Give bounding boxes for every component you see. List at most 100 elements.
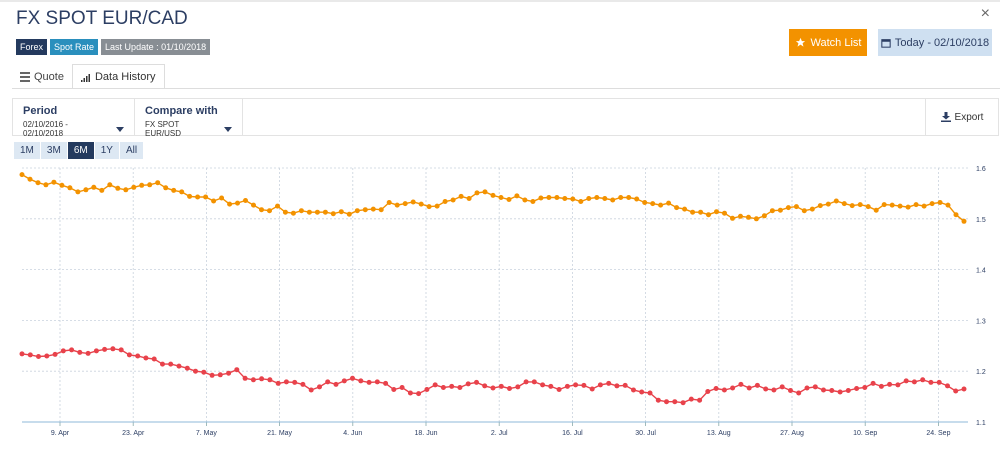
data-point (176, 363, 182, 369)
data-point (746, 214, 751, 220)
price-history-chart: 1.1 1.2 1.3 1.4 1.5 1.6 9. Apr 23. Apr 7. May 21.… (0, 158, 1000, 451)
data-point (540, 382, 546, 388)
data-point (713, 386, 719, 391)
data-point (929, 201, 935, 207)
data-point (690, 209, 696, 215)
data-point (688, 396, 694, 402)
export-button[interactable]: Export (925, 99, 998, 135)
data-point (374, 379, 380, 385)
data-point (219, 195, 225, 201)
y-tick-label: 1.1 (976, 420, 986, 427)
data-point (195, 194, 201, 200)
data-point (314, 209, 320, 215)
close-icon[interactable]: × (980, 5, 990, 22)
data-point (69, 347, 75, 353)
data-point (85, 350, 91, 356)
data-point (556, 387, 562, 392)
data-point (777, 207, 783, 213)
data-point (36, 354, 41, 359)
tab-divider (12, 88, 1000, 89)
data-point (506, 197, 512, 202)
data-point (346, 211, 352, 217)
data-point (581, 382, 587, 388)
data-point (829, 388, 835, 393)
data-point (275, 380, 281, 386)
data-point (881, 202, 887, 208)
data-point (738, 381, 744, 387)
data-point (250, 377, 256, 383)
data-point (862, 385, 868, 390)
data-point (442, 199, 448, 204)
data-point (761, 213, 767, 219)
x-tick-label: 10. Sep (853, 430, 877, 437)
data-point (674, 205, 680, 211)
data-point (911, 379, 917, 385)
data-point (410, 199, 416, 205)
data-point (614, 383, 620, 389)
data-point (961, 218, 967, 224)
x-tick-label: 18. Jun (415, 430, 438, 437)
tab-quote[interactable]: Quote (12, 64, 72, 89)
y-tick-label: 1.4 (976, 268, 986, 275)
data-point (578, 199, 584, 204)
data-point (897, 203, 903, 209)
data-point (115, 185, 121, 191)
data-point (163, 185, 169, 191)
data-point (594, 195, 600, 200)
period-selector[interactable]: Period 02/10/2016 - 02/10/2018 (13, 99, 135, 138)
data-point (920, 377, 926, 383)
range-all-button[interactable]: All (119, 142, 144, 159)
data-point (642, 200, 648, 205)
data-point (482, 383, 488, 389)
period-label: Period (23, 105, 58, 117)
calendar-icon (881, 38, 891, 48)
data-point (362, 207, 368, 213)
data-point (753, 216, 759, 222)
data-point (474, 190, 480, 196)
data-point (168, 361, 174, 367)
data-point (945, 202, 951, 208)
data-point (738, 213, 743, 219)
range-1y-button[interactable]: 1Y (94, 142, 119, 159)
export-label: Export (954, 111, 984, 123)
data-point (27, 176, 33, 182)
data-point (52, 351, 58, 357)
today-date-button[interactable]: Today - 02/10/2018 (878, 29, 992, 56)
data-point (833, 198, 839, 204)
data-point (354, 208, 360, 214)
data-point (530, 199, 536, 204)
data-point (19, 351, 25, 357)
x-tick-label: 27. Aug (780, 430, 804, 437)
data-point (870, 380, 876, 386)
range-1m-button[interactable]: 1M (14, 142, 40, 159)
data-point (730, 215, 735, 221)
data-point (722, 210, 727, 216)
data-point (771, 387, 777, 393)
data-point (634, 196, 640, 202)
x-tick-label: 2. Jul (491, 430, 508, 437)
data-point (308, 387, 314, 393)
data-point (139, 182, 145, 188)
data-point (275, 203, 280, 209)
data-point (937, 200, 943, 205)
data-point (887, 381, 893, 387)
data-point (474, 379, 479, 385)
range-6m-button[interactable]: 6M (67, 142, 94, 159)
data-point (292, 379, 298, 385)
data-point (817, 203, 823, 209)
data-point (217, 372, 223, 378)
watch-list-button[interactable]: Watch List (789, 29, 867, 56)
tab-data-history[interactable]: Data History (71, 64, 165, 89)
data-point (267, 377, 273, 383)
data-point (123, 187, 129, 193)
data-point (562, 196, 568, 201)
data-point (961, 386, 967, 392)
compare-selector[interactable]: Compare with FX SPOT EUR/USD (135, 99, 243, 138)
tab-quote-label: Quote (34, 71, 64, 83)
data-point (184, 365, 190, 371)
data-point (865, 204, 871, 210)
data-point (721, 387, 727, 393)
range-3m-button[interactable]: 3M (40, 142, 67, 159)
data-point (27, 352, 33, 358)
data-point (290, 210, 296, 216)
